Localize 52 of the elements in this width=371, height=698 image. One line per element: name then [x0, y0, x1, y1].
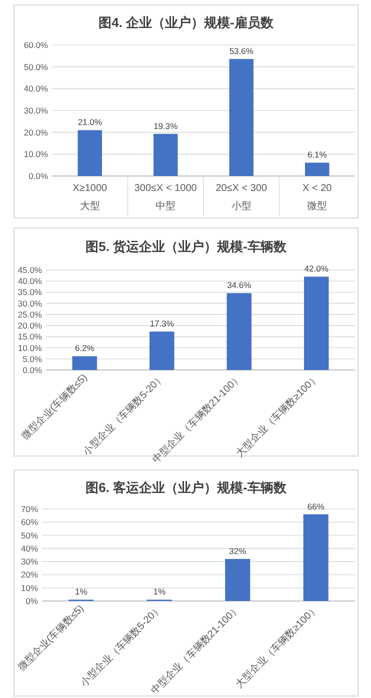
bar	[303, 514, 328, 601]
y-tick-label: 10.0%	[24, 149, 48, 160]
y-tick-label: 40%	[20, 543, 38, 554]
bar	[225, 558, 250, 601]
chart-title: 图6. 客运企业（业户）规模-车辆数	[86, 480, 288, 495]
y-tick-label: 50%	[20, 530, 38, 540]
bar	[150, 332, 174, 370]
data-label: 17.3%	[150, 318, 174, 329]
y-tick-label: 30.0%	[18, 298, 42, 308]
y-tick-label: 0.0%	[28, 171, 48, 181]
data-label: 32%	[229, 546, 247, 556]
bar	[229, 58, 254, 176]
data-label: 34.6%	[227, 280, 252, 290]
x-tick-label: 20≤X < 300 小型	[216, 183, 268, 212]
chart-title: 图4. 企业（业户）规模-雇员数	[98, 15, 274, 30]
y-tick-label: 5.0%	[22, 354, 42, 364]
y-tick-label: 25.0%	[18, 309, 42, 320]
y-tick-label: 60.0%	[24, 40, 48, 50]
data-label: 1%	[74, 586, 88, 597]
data-label: 42.0%	[304, 264, 329, 274]
x-tick-label: X < 20 微型	[302, 183, 332, 212]
y-tick-label: 70%	[20, 504, 38, 514]
y-tick-label: 20.0%	[24, 127, 48, 138]
y-tick-label: 30.0%	[24, 106, 48, 116]
bar	[154, 134, 178, 176]
y-tick-label: 35.0%	[18, 287, 42, 298]
y-tick-label: 40.0%	[18, 276, 42, 286]
chart-title: 图5. 货运企业（业户）规模-车辆数	[86, 239, 288, 254]
data-label: 21.0%	[78, 117, 102, 128]
data-label: 1%	[153, 586, 166, 597]
x-tick-label: X≥1000 大型	[72, 183, 108, 212]
y-tick-label: 20.0%	[18, 320, 42, 331]
y-tick-label: 50.0%	[24, 62, 48, 72]
data-label: 19.3%	[154, 120, 178, 131]
y-tick-label: 60%	[20, 517, 38, 528]
bar	[226, 293, 252, 370]
y-tick-label: 10%	[20, 582, 38, 593]
data-label: 66%	[307, 501, 325, 512]
bar	[78, 130, 102, 176]
bar	[304, 276, 329, 370]
data-label: 6.2%	[74, 343, 95, 354]
y-tick-label: 40.0%	[24, 84, 48, 94]
bar	[305, 162, 330, 176]
y-tick-label: 10.0%	[18, 342, 42, 353]
y-tick-label: 20%	[20, 570, 38, 580]
data-label: 6.1%	[307, 150, 328, 160]
bar	[72, 356, 97, 370]
y-tick-label: 15.0%	[18, 332, 42, 342]
y-tick-label: 30%	[20, 556, 38, 567]
y-tick-label: 45.0%	[18, 265, 42, 275]
data-label: 53.6%	[229, 46, 254, 56]
x-tick-label: 300≤X < 1000 中型	[134, 183, 198, 212]
